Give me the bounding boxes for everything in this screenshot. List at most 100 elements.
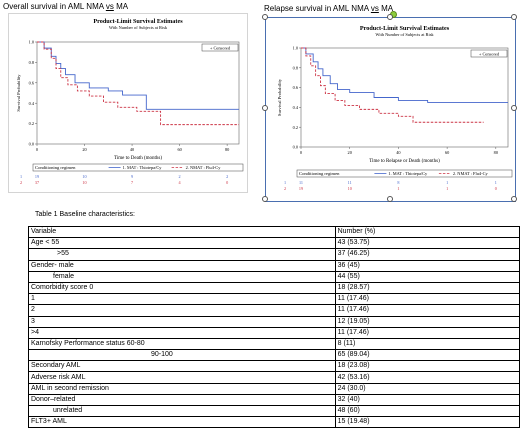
y-tick-label: 0.0 xyxy=(29,142,34,147)
at-risk-value: 8 xyxy=(397,180,399,185)
at-risk-value: 4 xyxy=(179,180,182,185)
table-cell-label: Donor–related xyxy=(28,393,336,407)
table-cell-value: 42 (53.16) xyxy=(334,371,520,384)
y-tick-label: 0.6 xyxy=(293,85,299,90)
resize-handle-bottom[interactable] xyxy=(387,196,393,202)
chart-subtitle: With Number of Subjects at Risk xyxy=(109,25,168,30)
plot-frame xyxy=(36,41,240,145)
resize-handle-bottom-right[interactable] xyxy=(511,196,517,202)
table-row: >55 37 (46.25) xyxy=(28,248,520,261)
at-risk-group-label: 2 xyxy=(20,180,22,185)
at-risk-value: 19 xyxy=(35,174,39,179)
legend-entry: 1. MAT : Thiotepa/Cy xyxy=(388,171,428,176)
table-row: 3 12 (19.05) xyxy=(28,315,520,328)
at-risk-value: 2 xyxy=(179,174,181,179)
y-tick-label: 0.2 xyxy=(293,125,298,130)
regimen-legend-title: Conditioning regimen xyxy=(35,165,76,170)
resize-handle-top-left[interactable] xyxy=(262,14,268,20)
censored-legend-label: + Censored xyxy=(210,45,231,50)
x-tick-label: 20 xyxy=(348,150,352,155)
regimen-legend-box xyxy=(32,163,244,172)
plot-frame xyxy=(300,47,509,148)
x-tick-label: 40 xyxy=(396,150,400,155)
relapse-survival-chart-panel[interactable]: Product-Limit Survival Estimates With Num… xyxy=(265,17,516,202)
y-tick-label: 0.8 xyxy=(29,60,34,65)
x-tick-label: 60 xyxy=(445,150,449,155)
table-cell-value: 65 (89.04) xyxy=(334,349,520,362)
resize-handle-left[interactable] xyxy=(262,105,268,111)
y-axis-label: Survival Probability xyxy=(16,74,21,112)
x-tick-label: 80 xyxy=(225,147,229,152)
at-risk-group-label: 2 xyxy=(284,186,286,191)
legend-entry: 1. MAT : Thiotepa/Cy xyxy=(123,165,163,170)
x-tick-label: 80 xyxy=(494,150,498,155)
legend-entry: 2. NMAT : Flu4-Cy xyxy=(186,165,222,170)
regimen-legend-title: Conditioning regimen xyxy=(299,171,340,176)
table-cell-value: 12 (19.05) xyxy=(334,315,520,328)
table-cell-value: 18 (23.08) xyxy=(334,360,520,373)
chart-subtitle: With Number of Subjects at Risk xyxy=(375,32,434,37)
table-row: >4 11 (17.46) xyxy=(28,326,520,339)
table-row: female 44 (55) xyxy=(28,270,520,283)
resize-handle-bottom-left[interactable] xyxy=(262,196,268,202)
table-cell-value: 11 (17.46) xyxy=(334,293,520,306)
at-risk-value: 2 xyxy=(226,174,228,179)
at-risk-value: 0 xyxy=(495,186,497,191)
table-cell-value: 24 (30.0) xyxy=(334,382,520,395)
at-risk-group-label: 1 xyxy=(20,174,22,179)
table-row: AML in second remission 24 (30.0) xyxy=(28,382,520,395)
at-risk-value: 0 xyxy=(226,180,228,185)
at-risk-value: 37 xyxy=(35,180,39,185)
regimen-legend-box xyxy=(296,169,513,178)
table-cell-value: 18 (28.57) xyxy=(334,281,520,295)
at-risk-value: 7 xyxy=(131,180,133,185)
table-row: Comorbidity score 0 18 (28.57) xyxy=(28,281,520,295)
at-risk-value: 1 xyxy=(495,180,497,185)
table-cell-label: 3 xyxy=(28,315,336,328)
table-cell-label: Variable xyxy=(28,225,336,239)
table-cell-label: >4 xyxy=(28,326,336,339)
table-cell-label: FLT3+ AML xyxy=(28,416,336,428)
chart-title: Product-Limit Survival Estimates xyxy=(360,25,450,32)
at-risk-value: 1 xyxy=(397,186,399,191)
table-cell-label: >55 xyxy=(28,248,336,261)
relapse-survival-heading: Relapse survival in AML NMA vs MA xyxy=(264,4,394,13)
x-tick-label: 20 xyxy=(82,147,86,152)
legend-entry: 2. NMAT : Flu4-Cy xyxy=(453,171,489,176)
table-row: Age < 55 43 (53.75) xyxy=(28,237,520,250)
at-risk-group-label: 1 xyxy=(284,180,286,185)
table-cell-value: 44 (55) xyxy=(334,270,520,283)
table-cell-value: 11 (17.46) xyxy=(334,326,520,339)
table-cell-value: 48 (60) xyxy=(334,404,520,418)
at-risk-value: 10 xyxy=(82,180,86,185)
y-tick-label: 1.0 xyxy=(29,40,34,45)
baseline-characteristics-table: Variable Number (%) Age < 55 43 (53.75) >55 3… xyxy=(28,225,520,428)
table-cell-label: unrelated xyxy=(28,404,336,418)
table-row: Adverse risk AML 42 (53.16) xyxy=(28,371,520,384)
table-row: unrelated 48 (60) xyxy=(28,404,520,418)
x-tick-label: 0 xyxy=(36,147,38,152)
x-axis-label: Time to Death (months) xyxy=(114,156,162,161)
table-cell-label: Karnofsky Performance status 60-80 xyxy=(28,337,336,351)
table-row: Gender- male 36 (45) xyxy=(28,259,520,272)
table-row: 1 11 (17.46) xyxy=(28,293,520,306)
table-row: Donor–related 32 (40) xyxy=(28,393,520,407)
y-tick-label: 0.4 xyxy=(29,101,35,106)
x-tick-label: 60 xyxy=(177,147,181,152)
resize-handle-top-right[interactable] xyxy=(511,14,517,20)
censored-legend-box xyxy=(201,43,239,52)
table-cell-label: Age < 55 xyxy=(28,237,336,250)
table-cell-label: Secondary AML xyxy=(28,360,336,373)
y-tick-label: 0.8 xyxy=(293,65,298,70)
y-tick-label: 1.0 xyxy=(293,46,298,51)
table-cell-value: 37 (46.25) xyxy=(334,248,520,261)
resize-handle-top[interactable] xyxy=(387,14,393,20)
table-cell-value: 11 (17.46) xyxy=(334,304,520,317)
table-cell-value: Number (%) xyxy=(334,225,520,239)
y-tick-label: 0.4 xyxy=(293,105,299,110)
series-line xyxy=(37,41,239,126)
resize-handle-right[interactable] xyxy=(511,105,517,111)
y-tick-label: 0.6 xyxy=(29,80,35,85)
